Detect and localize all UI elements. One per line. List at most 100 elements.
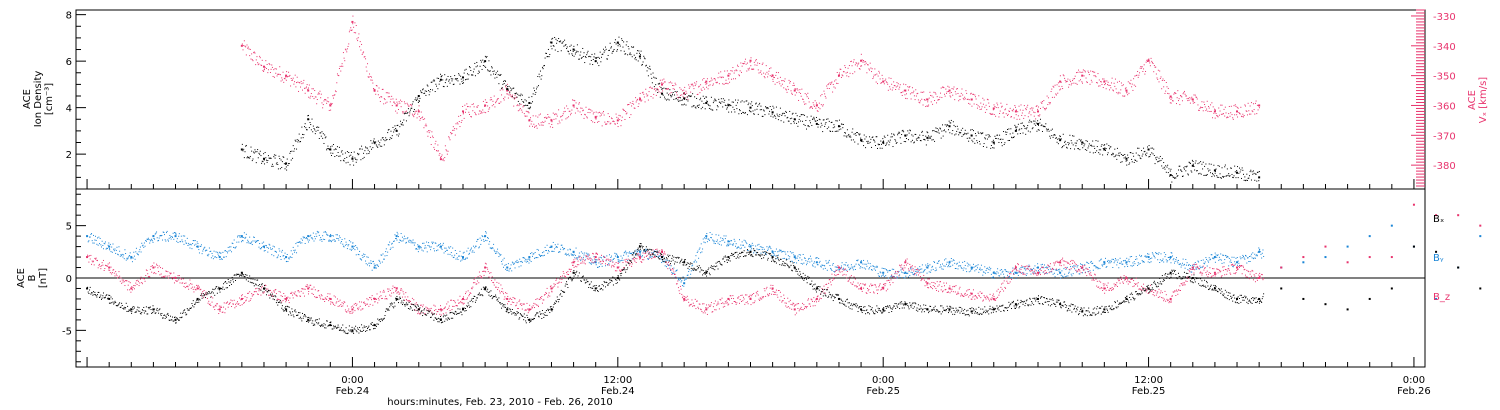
data-point [1147,256,1150,259]
data-point [528,308,531,311]
b-tick-label: -5 [62,326,72,337]
data-point [1457,266,1460,269]
data-point [638,256,641,259]
data-point [218,308,221,311]
data-point [108,266,111,269]
data-point [1236,297,1239,300]
data-point [837,74,840,77]
density-axis-label-line1: ACE [22,89,33,109]
data-point [948,125,951,128]
data-point [351,245,354,248]
data-point [196,297,199,300]
data-point [594,256,597,259]
data-point [1368,235,1371,238]
series-trace [87,230,1265,287]
top-panel: 2 4 6 8 -330 -340 -350 -360 -370 -380 ACE Ion De… [22,9,1489,190]
data-point [86,287,89,290]
data-point [528,256,531,259]
data-point [1280,287,1283,290]
vx-tick-label: -360 [1433,101,1456,112]
density-tick-label: 8 [66,11,72,22]
x-tick-time: 0:00 [341,375,363,386]
data-point [771,287,774,290]
data-point [638,98,641,101]
legend: Bₓ Bᵧ B_z [1433,214,1450,303]
data-point [1147,287,1150,290]
data-point [1368,256,1371,259]
data-point [1412,203,1415,206]
data-point [1280,266,1283,269]
data-point [1103,80,1106,83]
data-point [484,104,487,107]
data-point [992,297,995,300]
data-point [1435,214,1438,217]
data-point [329,297,332,300]
vx-tick-label: -340 [1433,42,1456,53]
x-tick-time: 0:00 [1403,375,1425,386]
data-point [1390,256,1393,259]
data-point [948,89,951,92]
data-point [1213,169,1216,172]
data-point [638,55,641,58]
density-tick-label: 6 [66,57,72,68]
data-point [749,250,752,253]
data-point [373,297,376,300]
data-point [1236,110,1239,113]
vx-axis-ticks: -330 -340 -350 -360 -370 -380 [1411,9,1456,187]
data-point [638,245,641,248]
data-point [417,110,420,113]
data-point [196,245,199,248]
data-point [351,308,354,311]
data-point [904,89,907,92]
data-point [506,89,509,92]
data-point [1236,261,1239,264]
data-point [373,89,376,92]
x-tick-date: Feb.24 [336,386,370,397]
data-point [1103,287,1106,290]
data-point [506,297,509,300]
density-axis-label: ACE Ion Density [cm⁻³] [22,71,55,128]
data-point [528,119,531,122]
data-point [130,308,133,311]
legend-by: Bᵧ [1433,253,1444,264]
data-point [727,240,730,243]
data-point [262,157,265,160]
data-point [351,20,354,23]
b-axis-label: ACE B [nT] [16,268,49,288]
legend-bz: B_z [1433,292,1450,303]
data-point [86,256,89,259]
data-point [638,250,641,253]
data-point [1191,164,1194,167]
data-point [285,74,288,77]
series-trace [87,243,1265,335]
data-point [1169,297,1172,300]
data-point [683,282,686,285]
series-ace-ion-density [240,36,1261,183]
data-point [395,129,398,132]
data-point [616,41,619,44]
data-point [1169,271,1172,274]
data-point [285,256,288,259]
data-point [196,287,199,290]
data-point [329,148,332,151]
vx-tick-label: -330 [1433,12,1456,23]
data-point [705,235,708,238]
data-point [1191,98,1194,101]
bottom-panel-points [86,203,1482,335]
x-axis-ticks: 0:00Feb.2412:00Feb.240:00Feb.2512:00Feb.… [86,179,1431,397]
data-point [860,287,863,290]
data-point [462,76,465,79]
data-point [1435,297,1438,300]
data-point [1346,261,1349,264]
data-point [329,324,332,327]
series-b-z [86,203,1482,316]
data-point [683,261,686,264]
data-point [351,329,354,332]
density-tick-label: 4 [66,104,72,115]
data-point [926,282,929,285]
data-point [771,74,774,77]
data-point [329,235,332,238]
data-point [882,287,885,290]
data-point [240,271,243,274]
data-point [1302,261,1305,264]
